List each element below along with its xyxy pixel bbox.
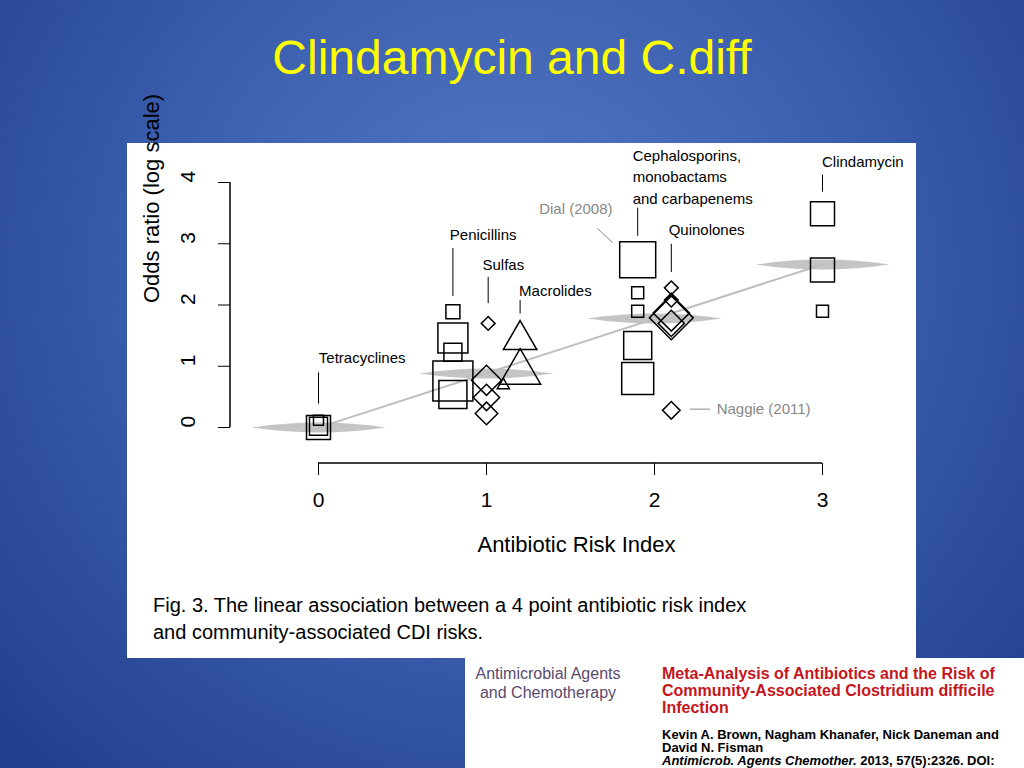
svg-text:Cephalosporins,monobactamsand: Cephalosporins,monobactamsand carbapenem… (633, 147, 753, 207)
svg-text:3: 3 (817, 488, 829, 511)
html-text:Infection: Infection (662, 699, 729, 716)
html-text:Antimicrob. Agents Chemother.: Antimicrob. Agents Chemother. 2013, 57(5… (662, 753, 995, 768)
svg-text:Sulfas: Sulfas (482, 256, 524, 273)
svg-text:Tetracyclines: Tetracyclines (319, 349, 406, 366)
html-text:Fig. 3. The linear association: Fig. 3. The linear association between a… (153, 594, 747, 616)
html-text:and community-associated CDI r: and community-associated CDI risks. (153, 621, 484, 643)
svg-text:Odds ratio (log scale): Odds ratio (log scale) (139, 94, 164, 303)
svg-text:3: 3 (176, 232, 199, 244)
html-text:David N. Fisman: David N. Fisman (662, 740, 764, 755)
svg-text:2: 2 (649, 488, 661, 511)
svg-text:2: 2 (176, 293, 199, 305)
svg-text:1: 1 (176, 355, 199, 367)
svg-text:Penicillins: Penicillins (450, 226, 517, 243)
html-text:Community-Associated Clostridi: Community-Associated Clostridium diffici… (662, 682, 995, 699)
svg-text:0: 0 (313, 488, 325, 511)
svg-text:Dial (2008): Dial (2008) (539, 200, 612, 217)
svg-text:Clindamycin: Clindamycin (822, 153, 904, 170)
html-text:Meta-Analysis of Antibiotics a: Meta-Analysis of Antibiotics and the Ris… (662, 665, 995, 682)
svg-text:1: 1 (481, 488, 493, 511)
svg-text:0: 0 (176, 416, 199, 428)
html-text:Antimicrobial Agents: Antimicrobial Agents (475, 665, 621, 682)
html-text:Kevin A. Brown, Nagham Khanafe: Kevin A. Brown, Nagham Khanafer, Nick Da… (662, 727, 999, 742)
svg-text:Antibiotic Risk Index: Antibiotic Risk Index (477, 532, 675, 557)
svg-text:Macrolides: Macrolides (519, 282, 592, 299)
svg-text:Quinolones: Quinolones (669, 221, 745, 238)
svg-text:Naggie (2011): Naggie (2011) (717, 400, 811, 417)
html-text:and Chemotherapy: and Chemotherapy (480, 684, 616, 701)
html-text:Clindamycin and C.diff: Clindamycin and C.diff (272, 31, 752, 84)
svg-text:4: 4 (176, 171, 199, 183)
